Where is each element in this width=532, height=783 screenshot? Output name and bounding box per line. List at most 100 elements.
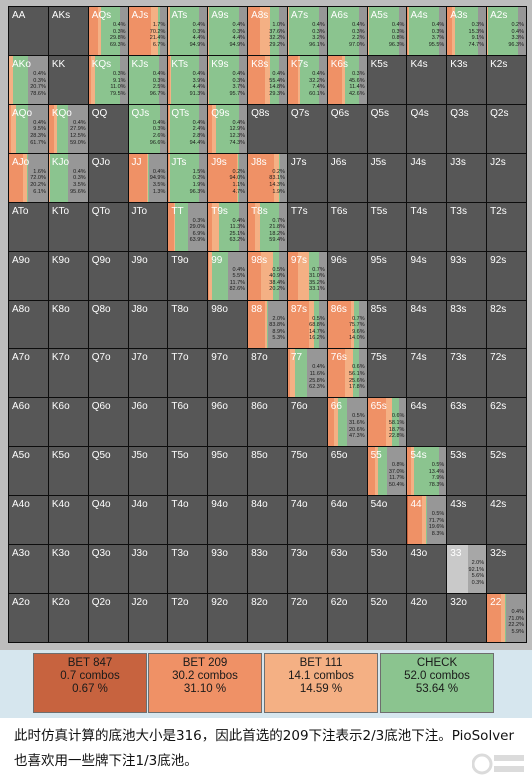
hand-cell-k4s[interactable]: K4s xyxy=(407,56,446,104)
hand-cell-64o[interactable]: 64o xyxy=(328,496,367,544)
hand-cell-a5o[interactable]: A5o xyxy=(9,447,48,495)
hand-cell-43o[interactable]: 43o xyxy=(407,545,446,593)
hand-cell-j5s[interactable]: J5s xyxy=(368,154,407,202)
hand-cell-j2s[interactable]: J2s xyxy=(487,154,526,202)
hand-cell-72s[interactable]: 72s xyxy=(487,349,526,397)
hand-cell-q9s[interactable]: 0.4%12.9%12.3%74.3%Q9s xyxy=(208,105,247,153)
hand-cell-q3o[interactable]: Q3o xyxy=(89,545,128,593)
hand-cell-53s[interactable]: 53s xyxy=(447,447,486,495)
hand-cell-kqs[interactable]: 0.3%9.1%11.0%79.5%KQs xyxy=(89,56,128,104)
hand-cell-k5o[interactable]: K5o xyxy=(49,447,88,495)
hand-cell-q8s[interactable]: Q8s xyxy=(248,105,287,153)
hand-cell-aks[interactable]: AKs xyxy=(49,7,88,55)
hand-cell-tt[interactable]: 0.3%29.0%6.9%63.9%TT xyxy=(168,203,207,251)
hand-cell-84s[interactable]: 84s xyxy=(407,301,446,349)
hand-cell-99[interactable]: 0.4%5.5%11.7%82.6%99 xyxy=(208,252,247,300)
hand-cell-74s[interactable]: 74s xyxy=(407,349,446,397)
hand-cell-85o[interactable]: 85o xyxy=(248,447,287,495)
hand-cell-83s[interactable]: 83s xyxy=(447,301,486,349)
hand-cell-86o[interactable]: 86o xyxy=(248,398,287,446)
hand-cell-q2o[interactable]: Q2o xyxy=(89,594,128,642)
hand-cell-jto[interactable]: JTo xyxy=(129,203,168,251)
hand-cell-j8o[interactable]: J8o xyxy=(129,301,168,349)
hand-cell-22[interactable]: 0.4%71.0%22.2%5.9%22 xyxy=(487,594,526,642)
hand-cell-kts[interactable]: 0.4%3.9%4.4%91.3%KTs xyxy=(168,56,207,104)
hand-cell-t3s[interactable]: T3s xyxy=(447,203,486,251)
hand-cell-a6s[interactable]: 0.4%0.3%2.2%97.0%A6s xyxy=(328,7,367,55)
hand-cell-88[interactable]: 2.0%83.8%8.9%5.3%88 xyxy=(248,301,287,349)
hand-cell-a8s[interactable]: 1.0%37.6%32.2%29.2%A8s xyxy=(248,7,287,55)
hand-cell-93o[interactable]: 93o xyxy=(208,545,247,593)
hand-cell-k8o[interactable]: K8o xyxy=(49,301,88,349)
hand-cell-62s[interactable]: 62s xyxy=(487,398,526,446)
hand-cell-54o[interactable]: 54o xyxy=(368,496,407,544)
hand-cell-kto[interactable]: KTo xyxy=(49,203,88,251)
hand-cell-44[interactable]: 0.5%71.7%19.6%8.3%44 xyxy=(407,496,446,544)
hand-cell-k8s[interactable]: 0.4%55.4%14.8%29.3%K8s xyxy=(248,56,287,104)
hand-cell-qq[interactable]: QQ xyxy=(89,105,128,153)
hand-cell-t5s[interactable]: T5s xyxy=(368,203,407,251)
hand-cell-65s[interactable]: 0.6%58.1%18.7%22.8%65s xyxy=(368,398,407,446)
hand-cell-ajo[interactable]: 1.6%72.0%20.2%6.1%AJo xyxy=(9,154,48,202)
hand-cell-k6o[interactable]: K6o xyxy=(49,398,88,446)
hand-cell-a3s[interactable]: 0.3%15.3%9.1%74.7%A3s xyxy=(447,7,486,55)
hand-cell-k6s[interactable]: 0.3%45.6%11.4%42.6%K6s xyxy=(328,56,367,104)
hand-cell-32o[interactable]: 32o xyxy=(447,594,486,642)
hand-cell-j2o[interactable]: J2o xyxy=(129,594,168,642)
hand-cell-53o[interactable]: 53o xyxy=(368,545,407,593)
hand-cell-42s[interactable]: 42s xyxy=(487,496,526,544)
hand-cell-98s[interactable]: 0.5%40.9%38.4%20.2%98s xyxy=(248,252,287,300)
hand-cell-kk[interactable]: KK xyxy=(49,56,88,104)
hand-cell-qjo[interactable]: QJo xyxy=(89,154,128,202)
hand-cell-k9o[interactable]: K9o xyxy=(49,252,88,300)
hand-cell-ako[interactable]: 0.4%0.3%20.7%78.6%AKo xyxy=(9,56,48,104)
hand-cell-a5s[interactable]: 0.4%0.3%0.8%96.3%A5s xyxy=(368,7,407,55)
hand-cell-j9o[interactable]: J9o xyxy=(129,252,168,300)
hand-cell-a3o[interactable]: A3o xyxy=(9,545,48,593)
hand-cell-j6o[interactable]: J6o xyxy=(129,398,168,446)
hand-cell-a6o[interactable]: A6o xyxy=(9,398,48,446)
hand-cell-q9o[interactable]: Q9o xyxy=(89,252,128,300)
hand-cell-q2s[interactable]: Q2s xyxy=(487,105,526,153)
hand-cell-66[interactable]: 0.5%31.6%20.6%47.3%66 xyxy=(328,398,367,446)
hand-cell-33[interactable]: 2.0%92.1%5.6%0.3%33 xyxy=(447,545,486,593)
hand-cell-94s[interactable]: 94s xyxy=(407,252,446,300)
hand-cell-43s[interactable]: 43s xyxy=(447,496,486,544)
hand-cell-j5o[interactable]: J5o xyxy=(129,447,168,495)
hand-cell-63s[interactable]: 63s xyxy=(447,398,486,446)
hand-cell-k3o[interactable]: K3o xyxy=(49,545,88,593)
hand-cell-j3o[interactable]: J3o xyxy=(129,545,168,593)
hand-cell-t6s[interactable]: T6s xyxy=(328,203,367,251)
hand-cell-98o[interactable]: 98o xyxy=(208,301,247,349)
hand-cell-52s[interactable]: 52s xyxy=(487,447,526,495)
hand-cell-97s[interactable]: 0.7%31.0%35.2%33.1%97s xyxy=(288,252,327,300)
hand-cell-j9s[interactable]: 0.2%94.0%1.1%4.7%J9s xyxy=(208,154,247,202)
hand-cell-k2s[interactable]: K2s xyxy=(487,56,526,104)
hand-cell-q6o[interactable]: Q6o xyxy=(89,398,128,446)
hand-cell-jts[interactable]: 1.5%0.2%1.9%96.3%JTs xyxy=(168,154,207,202)
hand-cell-73s[interactable]: 73s xyxy=(447,349,486,397)
hand-cell-65o[interactable]: 65o xyxy=(328,447,367,495)
hand-cell-j3s[interactable]: J3s xyxy=(447,154,486,202)
hand-cell-87s[interactable]: 0.5%68.8%14.7%16.2%87s xyxy=(288,301,327,349)
hand-cell-76s[interactable]: 0.6%56.1%25.6%17.8%76s xyxy=(328,349,367,397)
hand-cell-ajs[interactable]: 1.7%70.2%21.4%6.7%AJs xyxy=(129,7,168,55)
hand-cell-87o[interactable]: 87o xyxy=(248,349,287,397)
hand-cell-q5s[interactable]: Q5s xyxy=(368,105,407,153)
hand-cell-k7s[interactable]: 0.4%32.2%7.4%60.1%K7s xyxy=(288,56,327,104)
hand-cell-82o[interactable]: 82o xyxy=(248,594,287,642)
hand-cell-a2o[interactable]: A2o xyxy=(9,594,48,642)
hand-cell-a7o[interactable]: A7o xyxy=(9,349,48,397)
hand-cell-j4s[interactable]: J4s xyxy=(407,154,446,202)
hand-cell-qjs[interactable]: 0.4%0.3%2.6%96.6%QJs xyxy=(129,105,168,153)
hand-cell-a4s[interactable]: 0.4%0.3%3.7%95.5%A4s xyxy=(407,7,446,55)
hand-cell-72o[interactable]: 72o xyxy=(288,594,327,642)
hand-cell-a9s[interactable]: 0.4%0.3%4.4%94.9%A9s xyxy=(208,7,247,55)
hand-cell-t5o[interactable]: T5o xyxy=(168,447,207,495)
hand-cell-k5s[interactable]: K5s xyxy=(368,56,407,104)
hand-cell-k4o[interactable]: K4o xyxy=(49,496,88,544)
hand-cell-75o[interactable]: 75o xyxy=(288,447,327,495)
hand-cell-95o[interactable]: 95o xyxy=(208,447,247,495)
hand-cell-t6o[interactable]: T6o xyxy=(168,398,207,446)
hand-cell-74o[interactable]: 74o xyxy=(288,496,327,544)
